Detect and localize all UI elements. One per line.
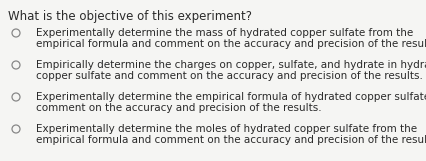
Text: Experimentally determine the mass of hydrated copper sulfate from the: Experimentally determine the mass of hyd… [36,28,412,38]
Text: copper sulfate and comment on the accuracy and precision of the results.: copper sulfate and comment on the accura… [36,71,422,81]
Text: Experimentally determine the empirical formula of hydrated copper sulfate and: Experimentally determine the empirical f… [36,92,426,102]
Text: comment on the accuracy and precision of the results.: comment on the accuracy and precision of… [36,103,321,113]
Text: Empirically determine the charges on copper, sulfate, and hydrate in hydrated: Empirically determine the charges on cop… [36,60,426,70]
Text: empirical formula and comment on the accuracy and precision of the results.: empirical formula and comment on the acc… [36,39,426,49]
Text: empirical formula and comment on the accuracy and precision of the results.: empirical formula and comment on the acc… [36,135,426,145]
Text: What is the objective of this experiment?: What is the objective of this experiment… [8,10,251,23]
Text: Experimentally determine the moles of hydrated copper sulfate from the: Experimentally determine the moles of hy… [36,124,416,134]
